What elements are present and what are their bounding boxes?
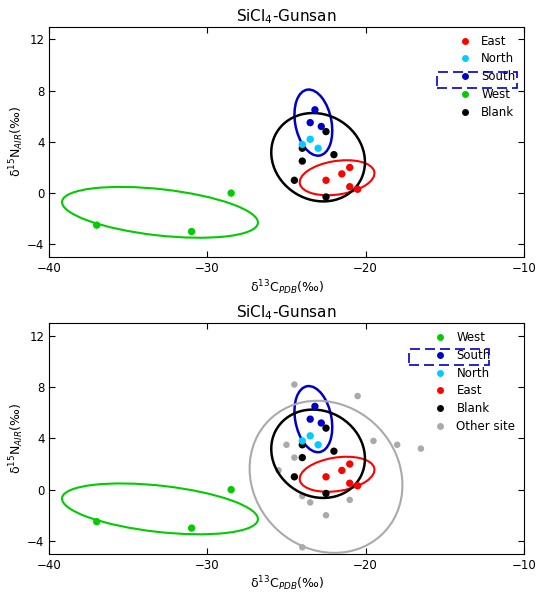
- Point: [311, 401, 319, 411]
- Point: [345, 182, 354, 191]
- Point: [306, 415, 314, 424]
- Point: [314, 440, 323, 449]
- Title: SiCl$_4$-Gunsan: SiCl$_4$-Gunsan: [236, 304, 337, 322]
- Point: [298, 542, 307, 552]
- Legend: East, North, South, West, Blank: East, North, South, West, Blank: [451, 32, 518, 121]
- Point: [345, 459, 354, 469]
- Point: [306, 497, 314, 507]
- Point: [345, 163, 354, 172]
- Point: [187, 523, 196, 533]
- Point: [330, 150, 338, 160]
- Point: [227, 485, 236, 494]
- Point: [345, 495, 354, 505]
- Point: [298, 140, 307, 149]
- X-axis label: δ$^{13}$C$_{PDB}$(‰): δ$^{13}$C$_{PDB}$(‰): [249, 574, 324, 593]
- Point: [298, 143, 307, 153]
- Point: [227, 188, 236, 198]
- Point: [314, 143, 323, 153]
- Point: [298, 436, 307, 446]
- Point: [321, 175, 330, 185]
- Point: [298, 156, 307, 166]
- Title: SiCl$_4$-Gunsan: SiCl$_4$-Gunsan: [236, 7, 337, 26]
- Point: [338, 466, 346, 475]
- Point: [338, 169, 346, 179]
- Point: [298, 453, 307, 463]
- Point: [290, 175, 299, 185]
- Point: [306, 134, 314, 144]
- Point: [353, 481, 362, 491]
- X-axis label: δ$^{13}$C$_{PDB}$(‰): δ$^{13}$C$_{PDB}$(‰): [249, 278, 324, 296]
- Point: [353, 184, 362, 194]
- Y-axis label: δ$^{15}$N$_{AIR}$(‰): δ$^{15}$N$_{AIR}$(‰): [7, 106, 26, 178]
- Point: [187, 227, 196, 236]
- Point: [321, 192, 330, 202]
- Legend: West, South, North, East, Blank, Other site: West, South, North, East, Blank, Other s…: [426, 329, 518, 435]
- Point: [393, 440, 401, 449]
- Point: [321, 127, 330, 136]
- Point: [321, 472, 330, 482]
- Y-axis label: δ$^{15}$N$_{AIR}$(‰): δ$^{15}$N$_{AIR}$(‰): [7, 403, 26, 474]
- Point: [311, 105, 319, 115]
- Point: [321, 488, 330, 498]
- Point: [306, 118, 314, 127]
- Point: [330, 446, 338, 456]
- Point: [290, 453, 299, 463]
- Point: [290, 472, 299, 482]
- Point: [369, 436, 378, 446]
- Point: [282, 440, 291, 449]
- Point: [92, 517, 101, 526]
- Point: [321, 424, 330, 433]
- Point: [306, 431, 314, 440]
- Point: [298, 440, 307, 449]
- Point: [317, 122, 326, 131]
- Point: [290, 380, 299, 389]
- Point: [416, 444, 425, 454]
- Point: [274, 466, 283, 475]
- Point: [345, 478, 354, 488]
- Point: [92, 220, 101, 230]
- Point: [298, 491, 307, 501]
- Point: [321, 511, 330, 520]
- Point: [317, 418, 326, 428]
- Point: [353, 391, 362, 401]
